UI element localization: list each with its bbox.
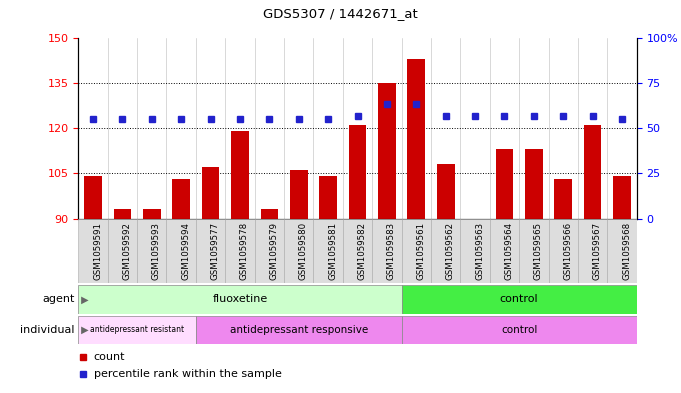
Text: GSM1059579: GSM1059579 <box>270 222 279 280</box>
Bar <box>284 219 313 283</box>
Bar <box>349 125 366 219</box>
Bar <box>402 285 637 314</box>
Bar <box>196 316 402 344</box>
Bar <box>431 219 460 283</box>
Text: individual: individual <box>20 325 75 335</box>
Bar <box>231 131 249 219</box>
Bar <box>78 316 196 344</box>
Bar <box>313 219 343 283</box>
Text: GSM1059564: GSM1059564 <box>505 222 513 280</box>
Text: GSM1059593: GSM1059593 <box>152 222 161 280</box>
Text: GSM1059581: GSM1059581 <box>328 222 337 280</box>
Text: fluoxetine: fluoxetine <box>212 294 268 305</box>
Bar <box>519 219 549 283</box>
Text: count: count <box>93 352 125 362</box>
Bar <box>78 219 108 283</box>
Bar <box>549 219 578 283</box>
Text: control: control <box>501 325 537 335</box>
Text: GSM1059580: GSM1059580 <box>299 222 308 280</box>
Bar <box>225 219 255 283</box>
Text: GSM1059592: GSM1059592 <box>123 222 131 280</box>
Bar <box>402 219 431 283</box>
Bar <box>378 83 396 219</box>
Bar <box>114 209 131 219</box>
Text: GSM1059578: GSM1059578 <box>240 222 249 280</box>
Text: GSM1059582: GSM1059582 <box>358 222 366 280</box>
Text: GSM1059561: GSM1059561 <box>416 222 426 280</box>
Bar <box>319 176 337 219</box>
Text: GSM1059594: GSM1059594 <box>181 222 190 280</box>
Bar <box>584 125 601 219</box>
Bar <box>78 285 402 314</box>
Bar <box>373 219 402 283</box>
Bar <box>578 219 607 283</box>
Bar <box>108 219 137 283</box>
Text: GSM1059565: GSM1059565 <box>534 222 543 280</box>
Bar <box>407 59 425 219</box>
Bar <box>84 176 102 219</box>
Bar <box>525 149 543 219</box>
Text: antidepressant resistant: antidepressant resistant <box>90 325 184 334</box>
Text: GDS5307 / 1442671_at: GDS5307 / 1442671_at <box>263 7 418 20</box>
Bar <box>460 219 490 283</box>
Bar <box>607 219 637 283</box>
Text: antidepressant responsive: antidepressant responsive <box>229 325 368 335</box>
Text: control: control <box>500 294 539 305</box>
Bar <box>261 209 278 219</box>
Text: GSM1059566: GSM1059566 <box>563 222 572 280</box>
Text: agent: agent <box>42 294 75 305</box>
Bar <box>496 149 513 219</box>
Text: GSM1059568: GSM1059568 <box>622 222 631 280</box>
Bar <box>437 164 454 219</box>
Bar <box>343 219 373 283</box>
Bar <box>290 170 308 219</box>
Text: GSM1059563: GSM1059563 <box>475 222 484 280</box>
Bar <box>202 167 219 219</box>
Text: ▶: ▶ <box>78 294 89 305</box>
Bar <box>613 176 631 219</box>
Bar <box>166 219 196 283</box>
Bar <box>172 179 190 219</box>
Bar <box>402 316 637 344</box>
Text: GSM1059562: GSM1059562 <box>445 222 455 280</box>
Bar <box>196 219 225 283</box>
Text: GSM1059591: GSM1059591 <box>93 222 102 280</box>
Bar <box>143 209 161 219</box>
Text: percentile rank within the sample: percentile rank within the sample <box>93 369 281 379</box>
Bar <box>137 219 166 283</box>
Text: GSM1059567: GSM1059567 <box>592 222 601 280</box>
Text: GSM1059583: GSM1059583 <box>387 222 396 280</box>
Text: ▶: ▶ <box>78 325 89 335</box>
Text: GSM1059577: GSM1059577 <box>210 222 219 280</box>
Bar <box>255 219 284 283</box>
Bar <box>490 219 519 283</box>
Bar <box>554 179 572 219</box>
